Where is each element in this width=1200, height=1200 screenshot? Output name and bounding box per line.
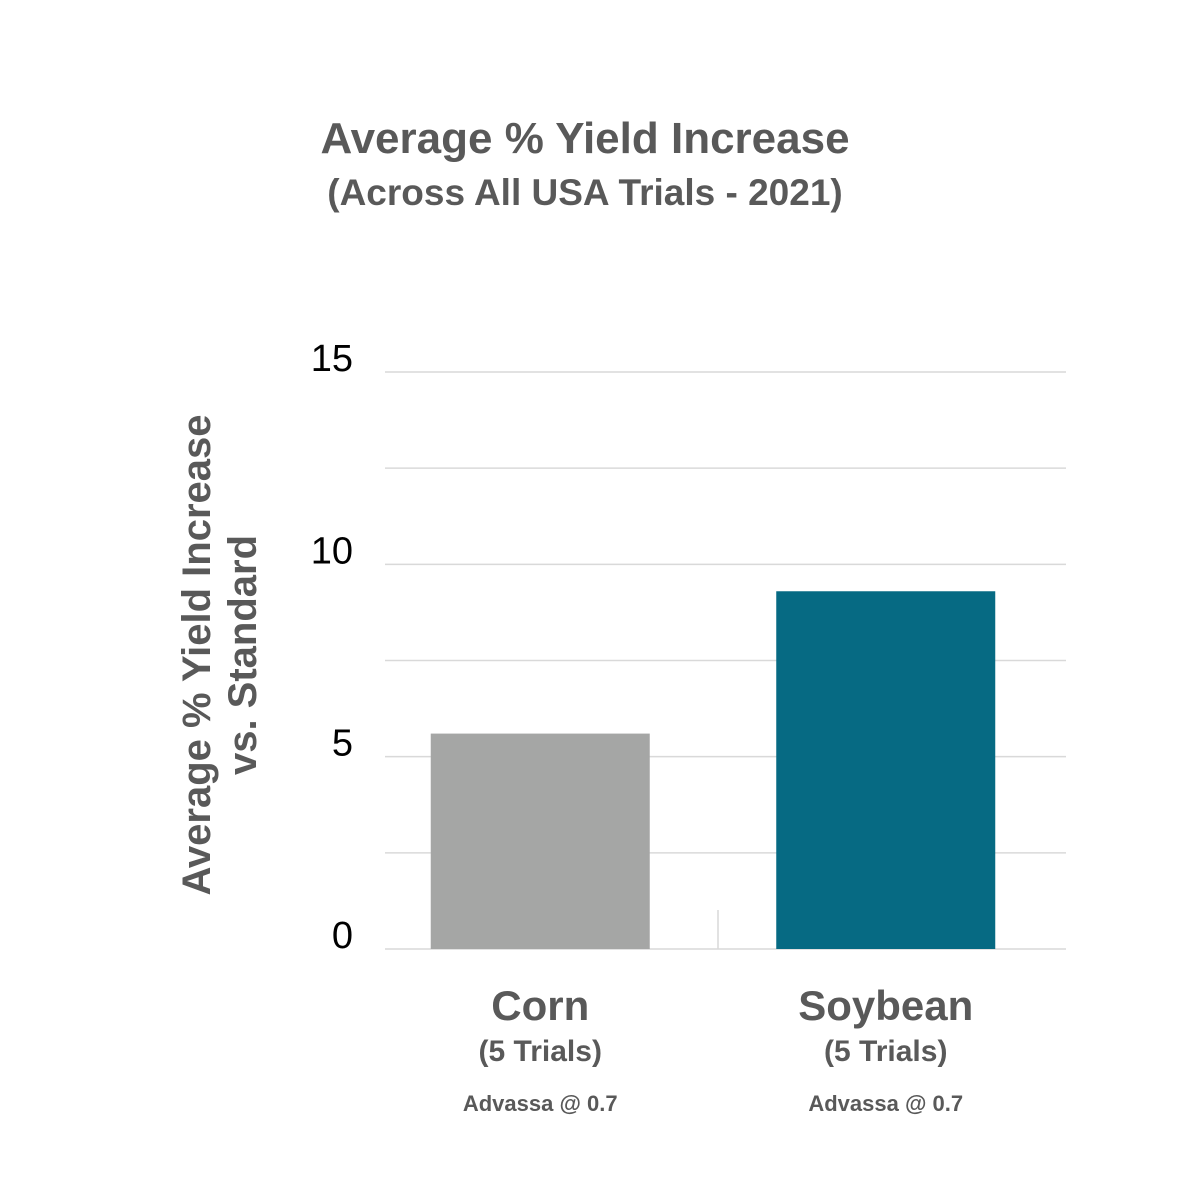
category-label: Soybean: [798, 982, 973, 1029]
y-tick-label: 10: [311, 530, 353, 572]
y-tick-label: 15: [311, 338, 353, 380]
y-tick-labels: 0 5 10 15: [311, 338, 353, 957]
y-axis-title-line-2: vs. Standard: [221, 535, 265, 775]
category-note: Advassa @ 0.7: [463, 1091, 618, 1116]
chart-subtitle: (Across All USA Trials - 2021): [327, 172, 842, 213]
chart-title: Average % Yield Increase: [320, 114, 849, 163]
category-sublabel: (5 Trials): [479, 1035, 602, 1068]
y-axis-title: Average % Yield Increase vs. Standard: [175, 414, 265, 895]
category-sublabel: (5 Trials): [824, 1035, 947, 1068]
bars: [430, 591, 996, 949]
y-tick-label: 0: [332, 915, 353, 957]
category-note: Advassa @ 0.7: [808, 1091, 963, 1116]
bar-corn: [430, 733, 650, 949]
bar-soybean: [776, 591, 996, 949]
y-axis-title-line-1: Average % Yield Increase: [175, 414, 219, 895]
y-tick-label: 5: [332, 723, 353, 765]
category-label: Corn: [491, 982, 589, 1029]
category-labels: Corn (5 Trials) Advassa @ 0.7 Soybean (5 Tri…: [463, 982, 973, 1116]
